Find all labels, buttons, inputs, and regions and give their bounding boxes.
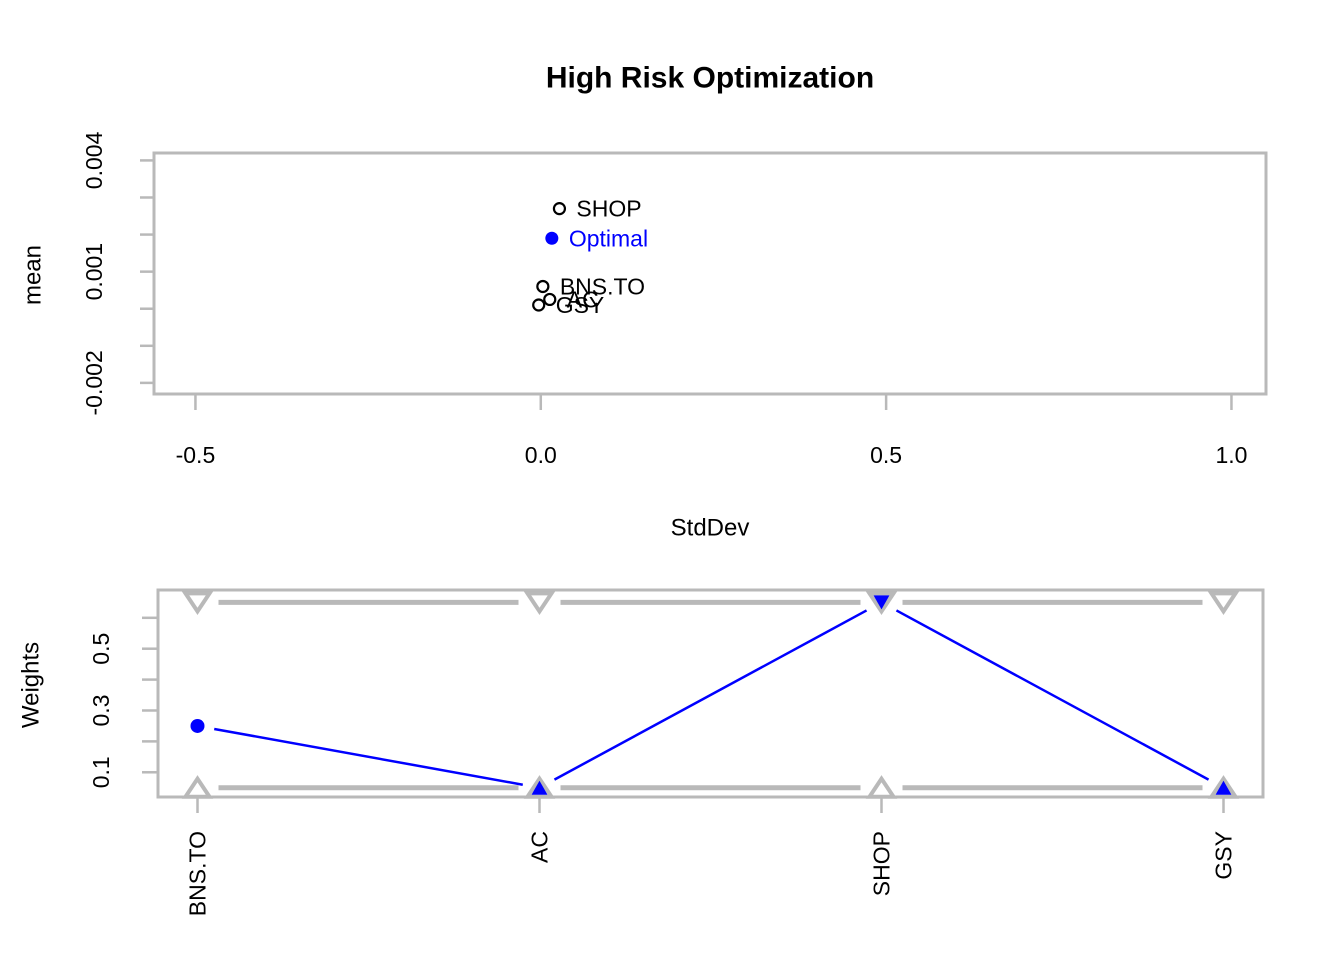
weights-line-segment bbox=[553, 609, 868, 781]
scatter-y-tick-label: 0.004 bbox=[81, 131, 107, 189]
scatter-point-label-SHOP: SHOP bbox=[576, 196, 641, 222]
weights-x-tick-label-BNS.TO: BNS.TO bbox=[185, 831, 211, 916]
min-constraint-marker-BNS.TO bbox=[181, 775, 214, 799]
scatter-point-label-Optimal: Optimal bbox=[569, 225, 648, 251]
scatter-point-label-BNS.TO: BNS.TO bbox=[560, 273, 645, 299]
weights-x-tick-label-SHOP: SHOP bbox=[869, 831, 895, 896]
risk-return-scatter-plot: 0.004 0.001 -0.002 -0.5 0.0 0.5 1.0 SHOP Optimal… bbox=[81, 131, 1268, 468]
scatter-plot-frame bbox=[152, 151, 1268, 396]
weights-y-tick-label: 0.5 bbox=[88, 633, 114, 665]
weights-y-tick-label: 0.1 bbox=[88, 756, 114, 788]
scatter-y-tick-label: -0.002 bbox=[81, 350, 107, 415]
weights-x-tick-label-GSY: GSY bbox=[1211, 831, 1237, 880]
scatter-point-AC bbox=[543, 292, 557, 307]
weight-marker-GSY bbox=[1215, 780, 1232, 795]
scatter-point-Optimal bbox=[545, 231, 559, 245]
scatter-point-label-GSY: GSY bbox=[556, 292, 605, 318]
weight-marker-AC bbox=[531, 780, 548, 795]
scatter-x-tick-label: 0.0 bbox=[525, 442, 557, 468]
weights-line-segment bbox=[895, 609, 1210, 781]
max-constraint-marker-AC bbox=[523, 591, 556, 615]
weights-plot-frame bbox=[156, 588, 1265, 799]
scatter-x-tick-label: 1.0 bbox=[1215, 442, 1247, 468]
scatter-point-BNS.TO bbox=[536, 279, 550, 294]
scatter-x-axis-label: StdDev bbox=[671, 515, 750, 542]
min-constraint-marker-SHOP bbox=[865, 775, 898, 799]
scatter-x-tick-label: 0.5 bbox=[870, 442, 902, 468]
scatter-point-label-AC: AC bbox=[567, 286, 599, 312]
weights-y-axis-label: Weights bbox=[18, 642, 45, 728]
scatter-x-tick-label: -0.5 bbox=[176, 442, 216, 468]
weights-x-tick-label-AC: AC bbox=[527, 831, 553, 863]
weight-marker-SHOP bbox=[873, 595, 890, 610]
weights-y-tick-label: 0.3 bbox=[88, 695, 114, 727]
scatter-y-axis-label: mean bbox=[20, 245, 47, 305]
scatter-y-tick-label: 0.001 bbox=[81, 243, 107, 301]
weights-line-segment bbox=[214, 727, 523, 786]
max-constraint-marker-GSY bbox=[1207, 591, 1240, 615]
weight-marker-BNS.TO bbox=[190, 718, 205, 733]
weights-line-plot: 0.1 0.3 0.5 BNS.TO AC SHOP GSY bbox=[88, 588, 1265, 916]
scatter-point-SHOP bbox=[552, 202, 567, 216]
scatter-point-GSY bbox=[532, 298, 546, 312]
max-constraint-marker-BNS.TO bbox=[181, 591, 214, 615]
chart-title: High Risk Optimization bbox=[546, 62, 874, 95]
